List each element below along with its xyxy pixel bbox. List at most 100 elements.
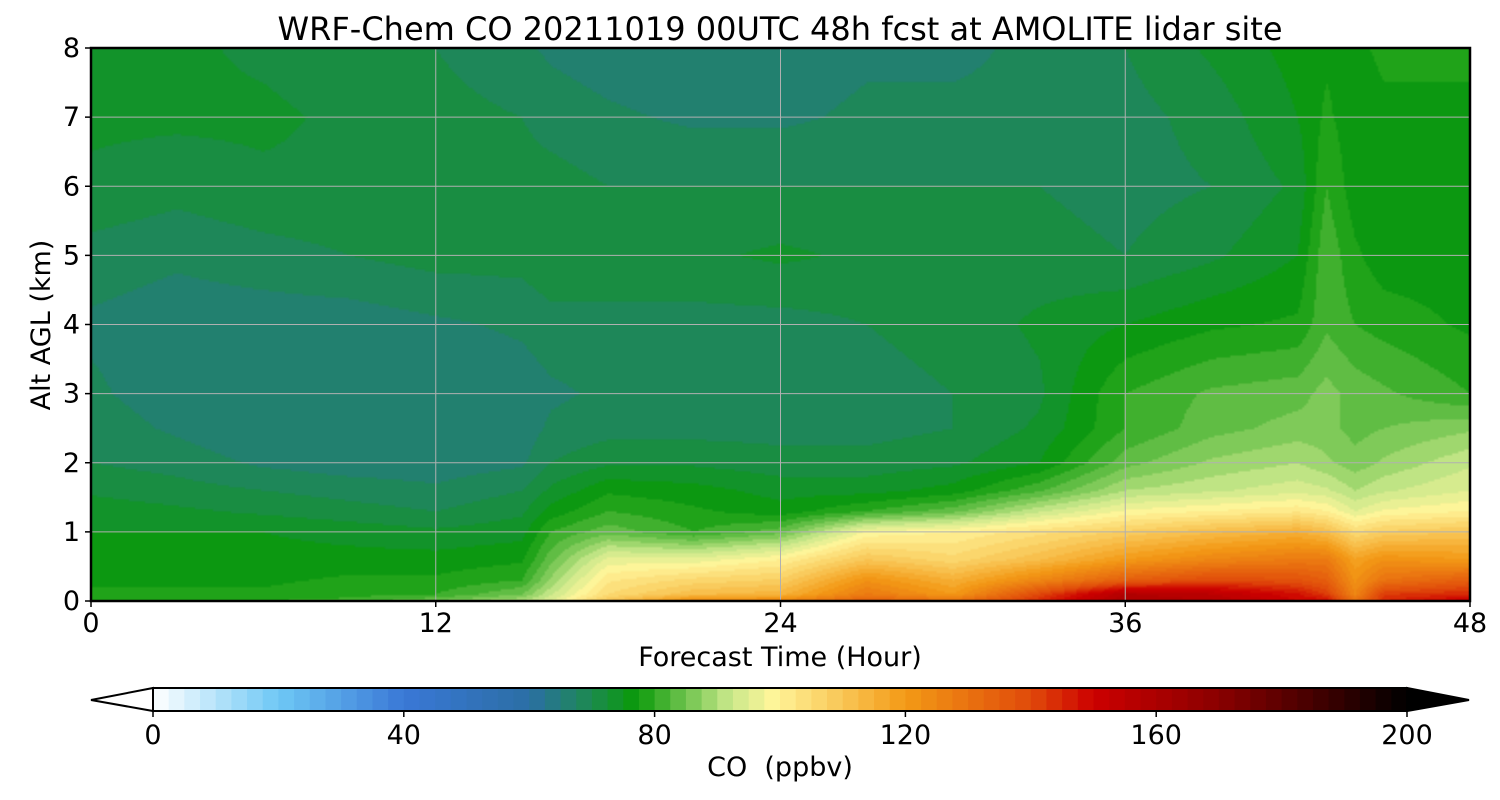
colorbar-swatch [341, 688, 358, 711]
colorbar-swatches [153, 688, 1408, 711]
colorbar-swatch [450, 688, 468, 711]
y-tick-label: 0 [63, 586, 80, 617]
y-tick-label: 2 [63, 448, 80, 479]
colorbar-tick-label: 120 [880, 720, 932, 751]
colorbar-swatch [1203, 688, 1220, 711]
colorbar-tick-label: 200 [1381, 720, 1433, 751]
colorbar-ticks: 0 40 80 120 160 200 [144, 711, 1433, 751]
colorbar-swatch [294, 688, 311, 711]
colorbar-swatch [1328, 688, 1345, 711]
colorbar-swatch [419, 688, 436, 711]
colorbar-swatch [983, 688, 1001, 711]
y-tick-label: 4 [63, 310, 80, 341]
y-tick-label: 1 [63, 517, 80, 548]
colorbar-swatch [952, 688, 969, 711]
colorbar-tick-label: 160 [1130, 720, 1182, 751]
colorbar-swatch [921, 688, 938, 711]
y-tick-label: 6 [63, 171, 80, 202]
colorbar-swatch [231, 688, 248, 711]
y-axis-label: Alt AGL (km) [26, 240, 57, 411]
colorbar-swatch [1234, 688, 1251, 711]
colorbar-swatch [466, 688, 483, 711]
x-tick-label: 0 [82, 608, 99, 639]
colorbar-swatch [623, 688, 640, 711]
colorbar-swatch [200, 688, 217, 711]
colorbar-swatch [1344, 688, 1361, 711]
colorbar-swatch [748, 688, 765, 711]
colorbar-extend-low-triangle [90, 686, 154, 713]
colorbar-swatch [905, 688, 922, 711]
colorbar-swatch [1312, 688, 1330, 711]
colorbar-swatch [1250, 688, 1267, 711]
colorbar-swatch [1093, 688, 1110, 711]
colorbar-swatch [1375, 688, 1392, 711]
colorbar-swatch [513, 688, 530, 711]
colorbar-swatch [1218, 688, 1236, 711]
colorbar-swatch [435, 688, 452, 711]
colorbar-swatch [811, 688, 828, 711]
colorbar-swatch [1187, 688, 1204, 711]
colorbar-swatch [309, 688, 327, 711]
colorbar-swatch [1077, 688, 1095, 711]
colorbar-swatch [936, 688, 954, 711]
colorbar-swatch [262, 688, 279, 711]
colorbar-swatch [764, 688, 781, 711]
x-axis-label: Forecast Time (Hour) [638, 642, 922, 673]
chart-title: WRF-Chem CO 20211019 00UTC 48h fcst at A… [277, 10, 1282, 48]
colorbar-swatch [842, 688, 859, 711]
colorbar-swatch [1171, 688, 1189, 711]
y-axis-ticks: 0 1 2 3 4 5 6 7 8 [63, 33, 91, 617]
colorbar-swatch [482, 688, 499, 711]
colorbar-tick-label: 0 [144, 720, 161, 751]
colorbar-swatch [1297, 688, 1314, 711]
colorbar-swatch [732, 688, 750, 711]
x-tick-label: 48 [1453, 608, 1487, 639]
colorbar-tick-label: 40 [387, 720, 421, 751]
colorbar-swatch [1281, 688, 1298, 711]
colorbar-swatch [403, 688, 421, 711]
y-tick-label: 7 [63, 102, 80, 133]
colorbar-swatch [215, 688, 232, 711]
colorbar-swatch [1109, 688, 1126, 711]
colorbar-swatch [638, 688, 656, 711]
colorbar-swatch [1015, 688, 1032, 711]
colorbar-label: CO (ppbv) [707, 752, 853, 783]
colorbar-swatch [701, 688, 718, 711]
colorbar-swatch [576, 688, 593, 711]
colorbar-swatch [356, 688, 374, 711]
colorbar-swatch [717, 688, 734, 711]
colorbar-swatch [827, 688, 844, 711]
x-tick-label: 36 [1108, 608, 1142, 639]
colorbar-swatch [795, 688, 812, 711]
colorbar-swatch [1124, 688, 1142, 711]
colorbar-swatch [654, 688, 671, 711]
colorbar-swatch [278, 688, 295, 711]
colorbar-swatch [372, 688, 389, 711]
colorbar-swatch [388, 688, 405, 711]
y-tick-label: 5 [63, 240, 80, 271]
colorbar-tick-label: 80 [637, 720, 671, 751]
colorbar-swatch [1046, 688, 1063, 711]
colorbar-extend-high-triangle [1406, 686, 1470, 713]
y-tick-label: 8 [63, 33, 80, 64]
colorbar-swatch [168, 688, 185, 711]
colorbar-swatch [874, 688, 891, 711]
colorbar-frame [152, 687, 1408, 712]
colorbar-swatch [1391, 688, 1408, 711]
x-axis-ticks: 0 12 24 36 48 [82, 601, 1487, 639]
colorbar-swatch [999, 688, 1016, 711]
colorbar-swatch [325, 688, 342, 711]
colorbar-swatch [1030, 688, 1048, 711]
colorbar: 0 40 80 120 160 200 CO (ppbv) [90, 686, 1470, 783]
colorbar-swatch [1062, 688, 1079, 711]
colorbar-swatch [544, 688, 562, 711]
colorbar-swatch [670, 688, 687, 711]
colorbar-swatch [968, 688, 985, 711]
y-tick-label: 3 [63, 379, 80, 410]
colorbar-swatch [247, 688, 264, 711]
colorbar-swatch [858, 688, 875, 711]
colorbar-swatch [591, 688, 609, 711]
colorbar-swatch [1359, 688, 1377, 711]
colorbar-swatch [1140, 688, 1157, 711]
